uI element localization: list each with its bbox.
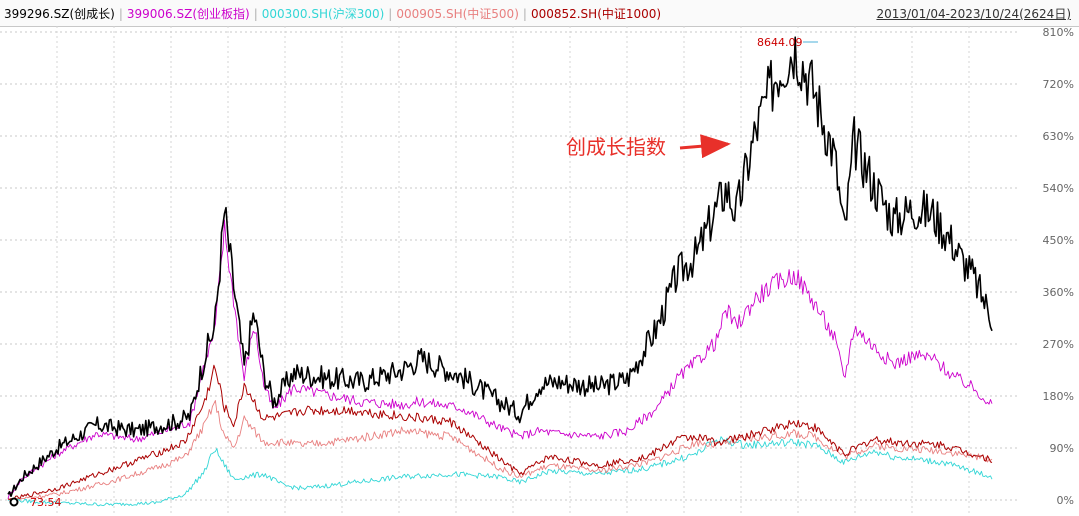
- callout-arrow: [679, 134, 731, 159]
- y-tick-label: 270%: [1043, 338, 1074, 351]
- legend-item[interactable]: 000905.SH(中证500): [396, 7, 519, 21]
- legend-separator: |: [253, 7, 258, 21]
- chart-area[interactable]: 810% 720% 630% 540% 450% 360% 270% 180% 90% 0% 创成…: [0, 26, 1079, 516]
- series-line: [7, 219, 993, 499]
- series-line: [7, 400, 993, 502]
- gridlines: [0, 26, 1020, 516]
- y-tick-label: 0%: [1057, 494, 1074, 507]
- y-tick-label: 630%: [1043, 130, 1074, 143]
- legend-separator: |: [522, 7, 527, 21]
- legend-item[interactable]: 399006.SZ(创业板指): [126, 7, 250, 21]
- legend: 399296.SZ(创成长) | 399006.SZ(创业板指) | 000300.SH…: [4, 5, 661, 22]
- annotations: 创成长指数 8644.09 73.54: [9, 36, 818, 509]
- series-line: [7, 436, 993, 507]
- series-line: [7, 36, 993, 498]
- y-tick-label: 540%: [1043, 182, 1074, 195]
- legend-item[interactable]: 000300.SH(沪深300): [261, 7, 385, 21]
- legend-item[interactable]: 399296.SZ(创成长): [4, 7, 115, 21]
- y-tick-label: 450%: [1043, 234, 1074, 247]
- y-tick-label: 810%: [1043, 26, 1074, 39]
- series-line: [7, 364, 993, 502]
- date-range[interactable]: 2013/01/04-2023/10/24(2624日): [876, 7, 1071, 21]
- callout-label: 创成长指数: [566, 135, 666, 159]
- min-value-label: 73.54: [30, 496, 62, 509]
- min-marker: [9, 497, 19, 507]
- legend-item[interactable]: 000852.SH(中证1000): [530, 7, 662, 21]
- y-axis: 810% 720% 630% 540% 450% 360% 270% 180% 90% 0%: [1043, 26, 1074, 507]
- legend-separator: |: [388, 7, 393, 21]
- y-tick-label: 180%: [1043, 390, 1074, 403]
- legend-bar: 399296.SZ(创成长) | 399006.SZ(创业板指) | 000300.SH…: [0, 0, 1079, 27]
- series-layer: [7, 36, 993, 507]
- y-tick-label: 90%: [1050, 442, 1074, 455]
- max-value-label: 8644.09: [757, 36, 803, 49]
- y-tick-label: 360%: [1043, 286, 1074, 299]
- y-tick-label: 720%: [1043, 78, 1074, 91]
- legend-separator: |: [118, 7, 123, 21]
